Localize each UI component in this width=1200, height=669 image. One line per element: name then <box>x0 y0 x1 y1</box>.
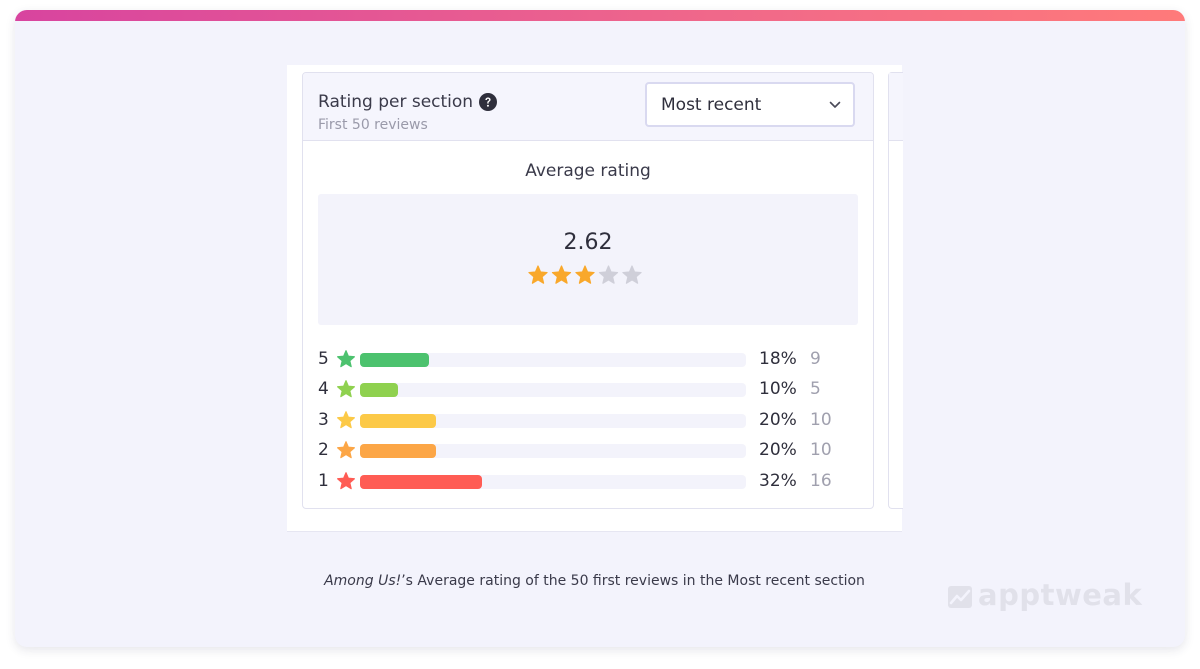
average-rating-value: 2.62 <box>563 230 613 255</box>
apptweak-logo: apptweak <box>948 578 1148 614</box>
star-icon <box>337 472 355 490</box>
rating-row-stars-label: 2 <box>318 440 329 460</box>
rating-row-percent: 10% <box>759 379 797 399</box>
rating-bar-track <box>360 414 746 428</box>
question-circle-icon[interactable] <box>479 93 497 111</box>
adjacent-panel-edge <box>888 72 903 509</box>
average-rating-label: Average rating <box>525 161 651 181</box>
rating-row-5: 5 18% 9 <box>318 348 858 370</box>
logo-wordmark: apptweak <box>978 578 1143 612</box>
star-empty-icon <box>598 265 619 284</box>
rating-bar-fill <box>360 414 436 428</box>
rating-row-count: 10 <box>810 410 832 430</box>
slide-card: Rating per section First 50 reviews Most… <box>15 10 1185 647</box>
rating-bar-track <box>360 353 746 367</box>
screenshot-frame: Rating per section First 50 reviews Most… <box>287 65 903 531</box>
rating-row-stars-label: 1 <box>318 471 329 491</box>
star-filled-icon <box>575 265 595 284</box>
rating-row-3: 3 20% 10 <box>318 409 858 431</box>
rating-row-stars-label: 3 <box>318 410 329 430</box>
rating-row-percent: 20% <box>759 410 797 430</box>
star-icon <box>337 441 355 459</box>
adjacent-panel-header <box>889 73 903 141</box>
rating-bar-fill <box>360 475 482 489</box>
star-empty-icon <box>622 265 642 284</box>
rating-row-1: 1 32% 16 <box>318 470 858 492</box>
rating-bar-track <box>360 475 746 489</box>
rating-row-percent: 18% <box>759 349 797 369</box>
section-dropdown[interactable]: Most recent <box>645 82 855 127</box>
panel-header: Rating per section First 50 reviews Most… <box>303 73 873 141</box>
trend-chart-icon <box>948 586 972 608</box>
panel-subtitle: First 50 reviews <box>318 117 428 133</box>
rating-row-2: 2 20% 10 <box>318 439 858 461</box>
rating-row-count: 9 <box>810 349 821 369</box>
rating-row-count: 5 <box>810 379 821 399</box>
rating-row-count: 10 <box>810 440 832 460</box>
rating-bar-track <box>360 383 746 397</box>
accent-gradient-bar <box>15 10 1185 21</box>
caption-game-title: Among Us! <box>324 573 402 589</box>
rating-bar-track <box>360 444 746 458</box>
rating-row-percent: 20% <box>759 440 797 460</box>
rating-row-stars-label: 4 <box>318 379 329 399</box>
rating-per-section-panel: Rating per section First 50 reviews Most… <box>302 72 874 509</box>
star-filled-icon <box>528 265 548 284</box>
panel-title: Rating per section <box>318 92 474 112</box>
average-stars <box>528 265 642 284</box>
rating-row-count: 16 <box>810 471 832 491</box>
average-rating-box: 2.62 <box>318 194 858 325</box>
rating-bar-fill <box>360 383 398 397</box>
star-icon <box>337 350 355 368</box>
star-icon <box>337 411 355 429</box>
rating-row-stars-label: 5 <box>318 349 329 369</box>
chevron-down-icon <box>829 101 841 108</box>
star-icon <box>337 380 355 398</box>
star-filled-icon <box>551 265 572 284</box>
rating-row-4: 4 10% 5 <box>318 378 858 400</box>
figure-caption: Among Us!’s Average rating of the 50 fir… <box>287 573 902 589</box>
caption-text: ’s Average rating of the 50 first review… <box>401 573 865 589</box>
rating-row-percent: 32% <box>759 471 797 491</box>
rating-bar-fill <box>360 444 436 458</box>
dropdown-selected-value: Most recent <box>661 95 762 115</box>
rating-bar-fill <box>360 353 429 367</box>
